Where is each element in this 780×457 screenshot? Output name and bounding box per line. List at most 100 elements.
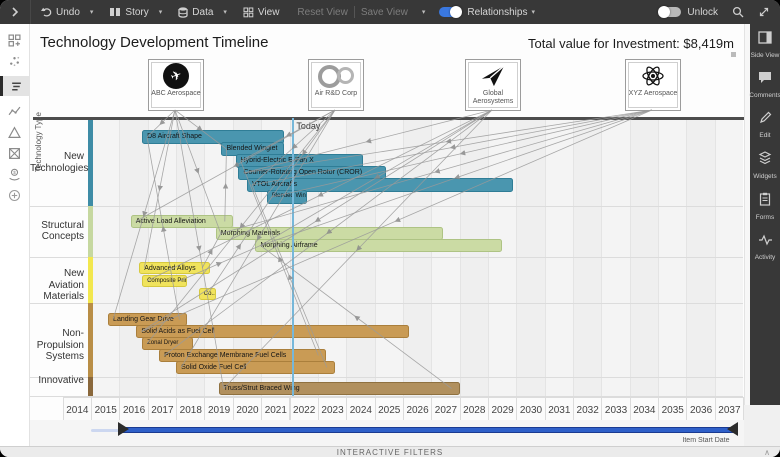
sidebar-item-side-view[interactable]: Side View (751, 31, 779, 59)
slider-track-selected[interactable] (119, 427, 738, 433)
company-logo[interactable]: Air R&D Corp (308, 59, 364, 111)
data-database-icon (178, 6, 188, 18)
category-label: New Technologies (30, 151, 89, 174)
timeline-bar[interactable]: Solid Oxide Fuel Cell (176, 361, 335, 374)
year-tick: 2034 (629, 397, 660, 423)
reset-view-button[interactable]: Reset View (291, 0, 353, 24)
save-view-caret[interactable]: ▾ (421, 9, 426, 16)
timeline-bar[interactable]: Truss/Strut Braced Wing (218, 382, 460, 395)
undo-caret[interactable]: ▾ (89, 9, 94, 16)
view-button[interactable]: View (237, 0, 286, 24)
view-grid-icon (243, 7, 254, 18)
sidebar-item-label: Edit (759, 132, 771, 139)
grid-line-vertical (686, 120, 688, 396)
sidebar-item-widgets[interactable]: Widgets (753, 151, 777, 180)
reset-view-label: Reset View (297, 6, 348, 18)
paper-plane-icon (480, 62, 506, 90)
company-logo-label: XYZ Aerospace (628, 90, 678, 97)
y-axis-label: Technology Type (34, 112, 43, 172)
slider-handle-end[interactable] (727, 422, 739, 436)
company-logo[interactable]: XYZ Aerospace (625, 59, 681, 111)
add-view-icon[interactable] (0, 189, 30, 201)
slider-track-unselected[interactable] (91, 429, 120, 432)
panel-expand-chevron[interactable] (0, 0, 31, 24)
investment-view-icon[interactable]: $ (0, 168, 30, 180)
canvas-view-icon[interactable] (0, 147, 30, 159)
relationships-label: Relationships (467, 6, 528, 18)
year-column-shade (573, 120, 601, 396)
year-tick: 2016 (119, 397, 149, 423)
undo-label: Undo (56, 6, 80, 18)
interactive-filters-bar[interactable]: INTERACTIVE FILTERS ∧ (0, 446, 780, 457)
timeline-bar[interactable]: Composite Primary.. (142, 275, 188, 287)
fullscreen-expand-icon[interactable] (758, 6, 770, 18)
story-book-icon (109, 7, 121, 17)
plane-circle-icon: ✈ (163, 62, 189, 90)
relationships-toggle[interactable] (439, 6, 463, 18)
unlock-toggle[interactable] (658, 6, 682, 18)
story-label: Story (125, 6, 149, 18)
grid-line-vertical (601, 120, 603, 396)
slider-label: Item Start Date (682, 437, 730, 444)
resize-handle-icon[interactable] (731, 52, 736, 57)
timeline-bar[interactable]: Advanced Alloys (139, 262, 211, 274)
sidebar-item-label: Comments (749, 92, 780, 99)
data-caret[interactable]: ▾ (223, 9, 227, 16)
interactive-filters-label: INTERACTIVE FILTERS (336, 448, 444, 457)
today-label: Today (296, 121, 321, 131)
widget-grid-icon[interactable] (0, 33, 30, 47)
undo-button[interactable]: Undo (35, 0, 86, 24)
year-column-shade (119, 120, 147, 396)
widgets-layers-icon (758, 151, 772, 170)
grid-line-vertical (629, 120, 631, 396)
timeline-bar[interactable]: Co.. (198, 288, 216, 300)
page-title: Technology Development Timeline (40, 34, 269, 51)
search-icon[interactable] (732, 6, 744, 18)
sidebar-item-edit[interactable]: Edit (759, 111, 772, 139)
trend-view-icon[interactable] (0, 105, 30, 117)
sidebar-item-comments[interactable]: Comments (749, 71, 780, 99)
total-investment-value: Total value for Investment: $8,419m (528, 36, 734, 51)
company-logo[interactable]: Global Aerosystems (465, 59, 521, 111)
sidebar-item-label: Forms (755, 214, 775, 221)
chevron-up-icon[interactable]: ∧ (764, 448, 770, 457)
category-color-stripe (88, 303, 93, 377)
company-logo[interactable]: ✈ ABC Aerospace (148, 59, 204, 111)
grid-line-vertical (431, 120, 433, 396)
category-boundary-line (30, 377, 743, 378)
relationships-caret[interactable]: ▾ (531, 9, 535, 16)
data-button[interactable]: Data (172, 0, 219, 24)
category-color-stripe (88, 120, 93, 206)
grid-line-vertical (374, 120, 376, 396)
side-view-icon (758, 31, 772, 49)
timeline-bar[interactable]: Blended Wing-Body (266, 190, 307, 204)
turbine-rings-icon (318, 62, 354, 90)
grid-line-vertical (714, 120, 716, 396)
year-column-shade (403, 120, 431, 396)
year-tick: 2035 (658, 397, 688, 423)
grid-line-vertical (516, 120, 518, 396)
sidebar-item-label: Activity (754, 254, 776, 261)
year-tick: 2014 (62, 397, 93, 423)
year-column-shade (686, 120, 714, 396)
chevron-right-icon (12, 7, 19, 17)
grid-line-vertical (147, 120, 149, 396)
sidebar-item-activity[interactable]: Activity (754, 233, 776, 261)
story-caret[interactable]: ▾ (158, 9, 163, 16)
timeline-view-icon[interactable] (0, 76, 30, 96)
svg-text:$: $ (13, 170, 16, 176)
save-view-button[interactable]: Save View (355, 0, 414, 24)
toolbar-divider (353, 6, 355, 18)
sidebar-item-forms[interactable]: Forms (756, 192, 774, 221)
scatter-view-icon[interactable] (0, 55, 30, 67)
today-line (292, 118, 295, 396)
slider-handle-start[interactable] (118, 422, 130, 436)
triangle-view-icon[interactable] (0, 125, 30, 138)
story-button[interactable]: Story (103, 0, 154, 24)
year-tick: 2037 (714, 397, 745, 423)
year-column-shade (630, 120, 658, 396)
sidebar-item-label: Widgets (753, 173, 777, 180)
save-view-label: Save View (360, 6, 408, 18)
category-label: Innovative (38, 374, 84, 386)
category-label: Non-Propulsion Systems (36, 328, 84, 362)
